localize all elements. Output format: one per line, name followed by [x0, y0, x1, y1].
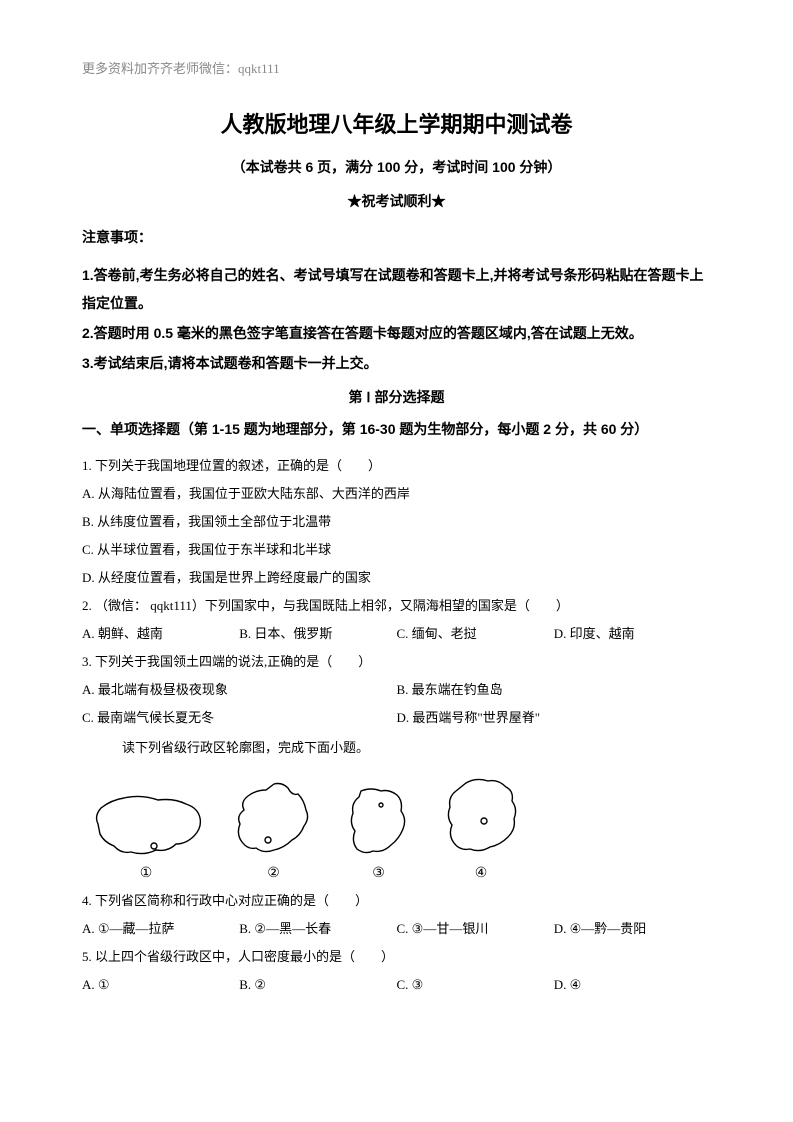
- map-1: ①: [86, 786, 206, 882]
- q2-a: A. 朝鲜、越南: [82, 621, 239, 647]
- q2-c: C. 缅甸、老挝: [397, 621, 554, 647]
- q5-stem: 5. 以上四个省级行政区中，人口密度最小的是（ ）: [82, 944, 711, 970]
- q4-options: A. ①—藏—拉萨 B. ②—黑—长春 C. ③—甘—银川 D. ④—黔—贵阳: [82, 916, 711, 942]
- map-label-2: ②: [267, 865, 280, 882]
- map-label-3: ③: [372, 865, 385, 882]
- section-title: 一、单项选择题（第 1-15 题为地理部分，第 16-30 题为生物部分，每小题…: [82, 419, 711, 439]
- notice-2: 2.答题时用 0.5 毫米的黑色签字笔直接答在答题卡每题对应的答题区域内,答在试…: [82, 319, 711, 347]
- q2-stem: 2. （微信： qqkt111）下列国家中，与我国既陆上相邻，又隔海相望的国家是…: [82, 593, 711, 619]
- q4-c: C. ③—甘—银川: [397, 916, 554, 942]
- map-2: ②: [226, 776, 321, 882]
- map-4: ④: [436, 771, 526, 882]
- q5-d: D. ④: [554, 972, 711, 998]
- q2-d: D. 印度、越南: [554, 621, 711, 647]
- notice-label: 注意事项：: [82, 227, 711, 247]
- part-title: 第 Ⅰ 部分选择题: [82, 387, 711, 407]
- q3-stem: 3. 下列关于我国领土四端的说法,正确的是（ ）: [82, 649, 711, 675]
- q4-b: B. ②—黑—长春: [239, 916, 396, 942]
- map-note: 读下列省级行政区轮廓图，完成下面小题。: [122, 735, 711, 761]
- q1-b: B. 从纬度位置看，我国领土全部位于北温带: [82, 509, 711, 535]
- q4-stem: 4. 下列省区简称和行政中心对应正确的是（ ）: [82, 888, 711, 914]
- q3-b: B. 最东端在钓鱼岛: [397, 677, 712, 703]
- good-luck: ★祝考试顺利★: [82, 191, 711, 211]
- q5-c: C. ③: [397, 972, 554, 998]
- q3-row1: A. 最北端有极昼极夜现象 B. 最东端在钓鱼岛: [82, 677, 711, 703]
- q1-d: D. 从经度位置看，我国是世界上跨经度最广的国家: [82, 565, 711, 591]
- q4-d: D. ④—黔—贵阳: [554, 916, 711, 942]
- notice-3: 3.考试结束后,请将本试题卷和答题卡一并上交。: [82, 349, 711, 377]
- map-label-1: ①: [140, 865, 153, 882]
- header-note: 更多资料加齐齐老师微信：qqkt111: [82, 58, 711, 77]
- q2-b: B. 日本、俄罗斯: [239, 621, 396, 647]
- q1-c: C. 从半球位置看，我国位于东半球和北半球: [82, 537, 711, 563]
- q4-a: A. ①—藏—拉萨: [82, 916, 239, 942]
- map-3: ③: [341, 781, 416, 882]
- q1-stem: 1. 下列关于我国地理位置的叙述，正确的是（ ）: [82, 453, 711, 479]
- q3-row2: C. 最南端气候长夏无冬 D. 最西端号称"世界屋脊": [82, 705, 711, 731]
- q3-a: A. 最北端有极昼极夜现象: [82, 677, 397, 703]
- map-shape-4: [436, 771, 526, 861]
- exam-title: 人教版地理八年级上学期期中测试卷: [82, 107, 711, 139]
- map-shape-1: [86, 786, 206, 861]
- map-shape-2: [226, 776, 321, 861]
- notice-1: 1.答卷前,考生务必将自己的姓名、考试号填写在试题卷和答题卡上,并将考试号条形码…: [82, 261, 711, 317]
- q1-a: A. 从海陆位置看，我国位于亚欧大陆东部、大西洋的西岸: [82, 481, 711, 507]
- q3-d: D. 最西端号称"世界屋脊": [397, 705, 712, 731]
- q5-options: A. ① B. ② C. ③ D. ④: [82, 972, 711, 998]
- exam-subtitle: （本试卷共 6 页，满分 100 分，考试时间 100 分钟）: [82, 157, 711, 177]
- q2-options: A. 朝鲜、越南 B. 日本、俄罗斯 C. 缅甸、老挝 D. 印度、越南: [82, 621, 711, 647]
- map-label-4: ④: [475, 865, 488, 882]
- q3-c: C. 最南端气候长夏无冬: [82, 705, 397, 731]
- maps-container: ① ② ③ ④: [86, 771, 711, 882]
- q5-a: A. ①: [82, 972, 239, 998]
- q5-b: B. ②: [239, 972, 396, 998]
- map-shape-3: [341, 781, 416, 861]
